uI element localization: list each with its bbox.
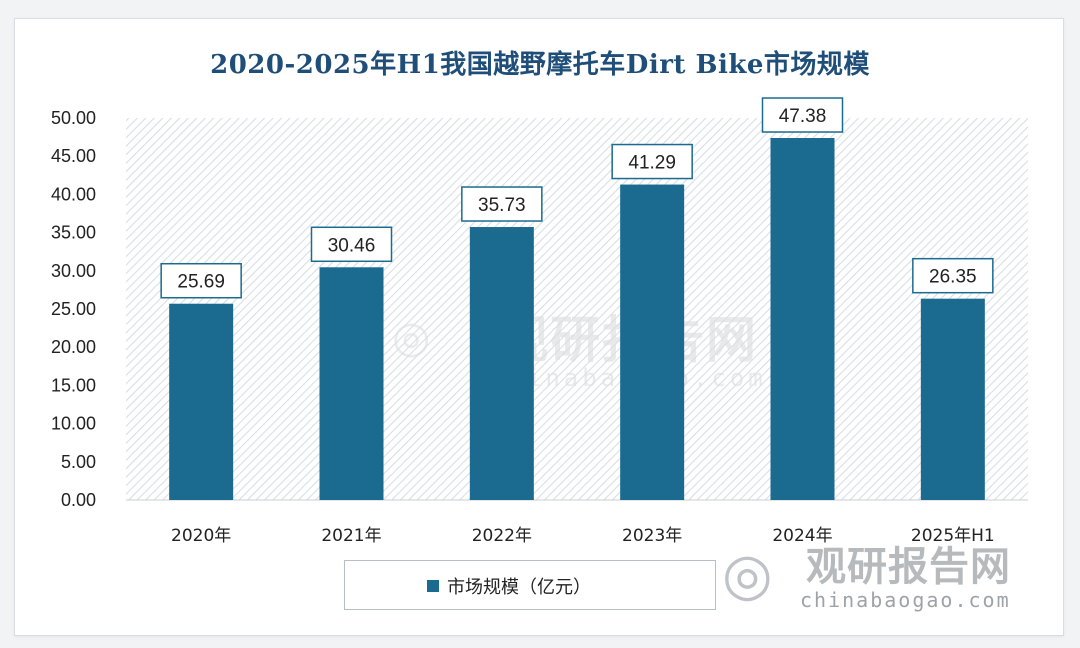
legend-swatch bbox=[427, 580, 439, 592]
y-tick-label: 20.00 bbox=[51, 337, 96, 357]
y-tick-label: 45.00 bbox=[51, 146, 96, 166]
chart-title: 2020-2025年H1我国越野摩托车Dirt Bike市场规模 bbox=[210, 50, 870, 80]
bar bbox=[620, 184, 685, 500]
y-tick-label: 50.00 bbox=[51, 108, 96, 128]
data-label-text: 26.35 bbox=[929, 267, 977, 288]
x-tick-label: 2025年H1 bbox=[911, 526, 995, 546]
data-label: 41.29 bbox=[611, 143, 693, 180]
data-label-text: 35.73 bbox=[478, 195, 526, 216]
data-label: 26.35 bbox=[912, 257, 994, 294]
data-label-text: 30.46 bbox=[328, 235, 376, 256]
bar bbox=[770, 138, 835, 501]
y-tick-label: 35.00 bbox=[51, 223, 96, 243]
data-label: 25.69 bbox=[160, 262, 242, 299]
x-tick-label: 2022年 bbox=[472, 526, 532, 546]
data-label: 30.46 bbox=[310, 226, 393, 263]
bar bbox=[920, 298, 985, 500]
bar bbox=[319, 267, 384, 500]
watermark-corner-cn: 观研报告网 bbox=[806, 544, 1011, 590]
data-label-text: 47.38 bbox=[779, 106, 827, 127]
data-label-box bbox=[310, 226, 393, 263]
y-tick-label: 40.00 bbox=[51, 184, 96, 204]
watermark-corner-en: chinabaogao.com bbox=[800, 588, 1011, 612]
data-label-box bbox=[160, 262, 242, 299]
y-tick-label: 15.00 bbox=[51, 375, 96, 395]
data-label-text: 41.29 bbox=[628, 153, 676, 174]
y-tick-label: 25.00 bbox=[51, 299, 96, 319]
legend-label: 市场规模（亿元） bbox=[447, 577, 591, 598]
legend: 市场规模（亿元） bbox=[344, 560, 716, 610]
y-tick-label: 30.00 bbox=[51, 261, 96, 281]
bar bbox=[469, 227, 534, 500]
data-label-text: 25.69 bbox=[177, 272, 225, 293]
data-label-box bbox=[912, 257, 994, 294]
data-label-box bbox=[461, 186, 543, 222]
x-tick-label: 2024年 bbox=[772, 526, 832, 546]
bar bbox=[169, 303, 234, 500]
x-tick-label: 2020年 bbox=[171, 526, 231, 546]
watermark-corner-logo-icon: ◎ bbox=[722, 540, 773, 608]
y-tick-label: 0.00 bbox=[61, 490, 96, 510]
data-label-box bbox=[611, 143, 693, 180]
y-tick-label: 5.00 bbox=[61, 452, 96, 472]
data-label: 35.73 bbox=[461, 186, 543, 222]
data-label-box bbox=[761, 97, 844, 133]
data-label: 47.38 bbox=[761, 97, 844, 133]
x-tick-label: 2021年 bbox=[321, 526, 381, 546]
x-tick-label: 2023年 bbox=[622, 526, 682, 546]
y-tick-label: 10.00 bbox=[51, 414, 96, 434]
plot-area bbox=[126, 118, 1028, 500]
